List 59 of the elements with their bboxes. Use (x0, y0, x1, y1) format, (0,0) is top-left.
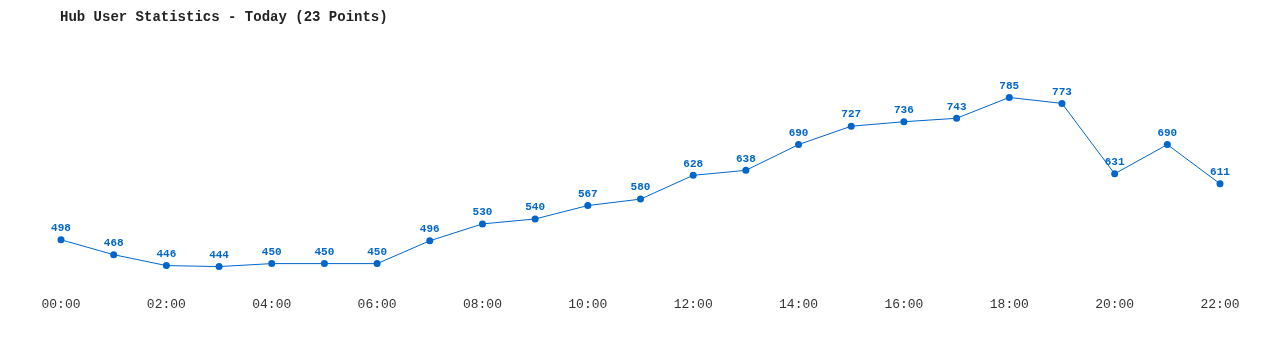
point (795, 141, 803, 149)
data-label: 540 (525, 201, 546, 214)
data-label: 567 (577, 187, 598, 200)
point (162, 262, 170, 270)
data-label: 580 (630, 181, 651, 194)
point (1216, 180, 1224, 188)
data-label: 444 (209, 248, 230, 261)
point (531, 215, 539, 223)
data-label: 628 (683, 157, 704, 170)
point (1005, 93, 1013, 101)
data-label: 690 (1157, 126, 1178, 139)
point (478, 220, 486, 228)
data-label: 611 (1210, 166, 1231, 179)
point (1058, 99, 1066, 107)
x-tick-label: 04:00 (252, 296, 292, 312)
data-label: 727 (841, 108, 862, 121)
data-label: 773 (1052, 85, 1073, 98)
point (637, 195, 644, 203)
data-label: 530 (472, 206, 493, 219)
point (1111, 170, 1119, 178)
data-label: 450 (314, 245, 335, 258)
point (320, 260, 328, 268)
point (900, 118, 908, 126)
x-tick-label: 08:00 (462, 296, 502, 312)
x-tick-label: 00:00 (41, 296, 81, 312)
point (847, 122, 855, 130)
data-label: 496 (419, 223, 440, 236)
x-tick-label: 12:00 (673, 296, 713, 312)
point (57, 236, 65, 244)
point (584, 202, 592, 210)
data-label: 446 (156, 247, 177, 260)
x-tick-label: 14:00 (779, 296, 819, 312)
data-label: 468 (103, 236, 124, 249)
x-tick-label: 22:00 (1200, 296, 1240, 312)
x-tick-label: 20:00 (1095, 296, 1135, 312)
point (268, 260, 276, 268)
data-label: 450 (367, 245, 387, 258)
x-tick-label: 06:00 (357, 296, 397, 312)
data-label: 631 (1104, 156, 1125, 169)
point (689, 171, 697, 179)
data-label: 498 (51, 222, 72, 235)
x-tick-label: 02:00 (146, 296, 186, 312)
data-label: 690 (788, 126, 809, 139)
chart-title: Hub User Statistics - Today (23 Points) (60, 9, 388, 25)
data-label: 743 (946, 100, 967, 113)
point (953, 114, 961, 122)
point (215, 263, 223, 271)
x-tick-label: 10:00 (568, 296, 608, 312)
x-tick-label: 18:00 (989, 296, 1029, 312)
point (426, 237, 434, 245)
point (742, 166, 750, 174)
point (1163, 141, 1171, 149)
point (373, 260, 381, 268)
data-label: 450 (261, 245, 282, 258)
data-label: 638 (735, 152, 757, 165)
point (110, 251, 118, 259)
data-label: 785 (999, 79, 1020, 92)
data-label: 736 (894, 104, 914, 117)
x-tick-label: 16:00 (884, 296, 924, 312)
